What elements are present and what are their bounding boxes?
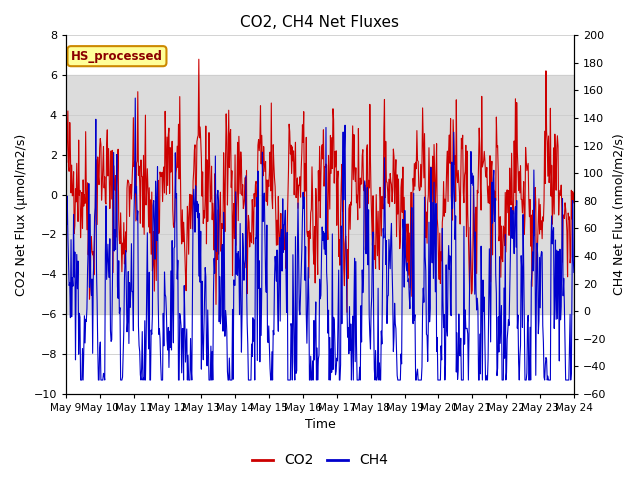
Bar: [66, 75, 574, 314]
Y-axis label: CH4 Net Flux (nmol/m2/s): CH4 Net Flux (nmol/m2/s): [612, 134, 625, 296]
Text: HS_processed: HS_processed: [71, 49, 163, 63]
Title: CO2, CH4 Net Fluxes: CO2, CH4 Net Fluxes: [241, 15, 399, 30]
Legend: CO2, CH4: CO2, CH4: [246, 448, 394, 473]
Y-axis label: CO2 Net Flux (μmol/m2/s): CO2 Net Flux (μmol/m2/s): [15, 133, 28, 296]
X-axis label: Time: Time: [305, 419, 335, 432]
